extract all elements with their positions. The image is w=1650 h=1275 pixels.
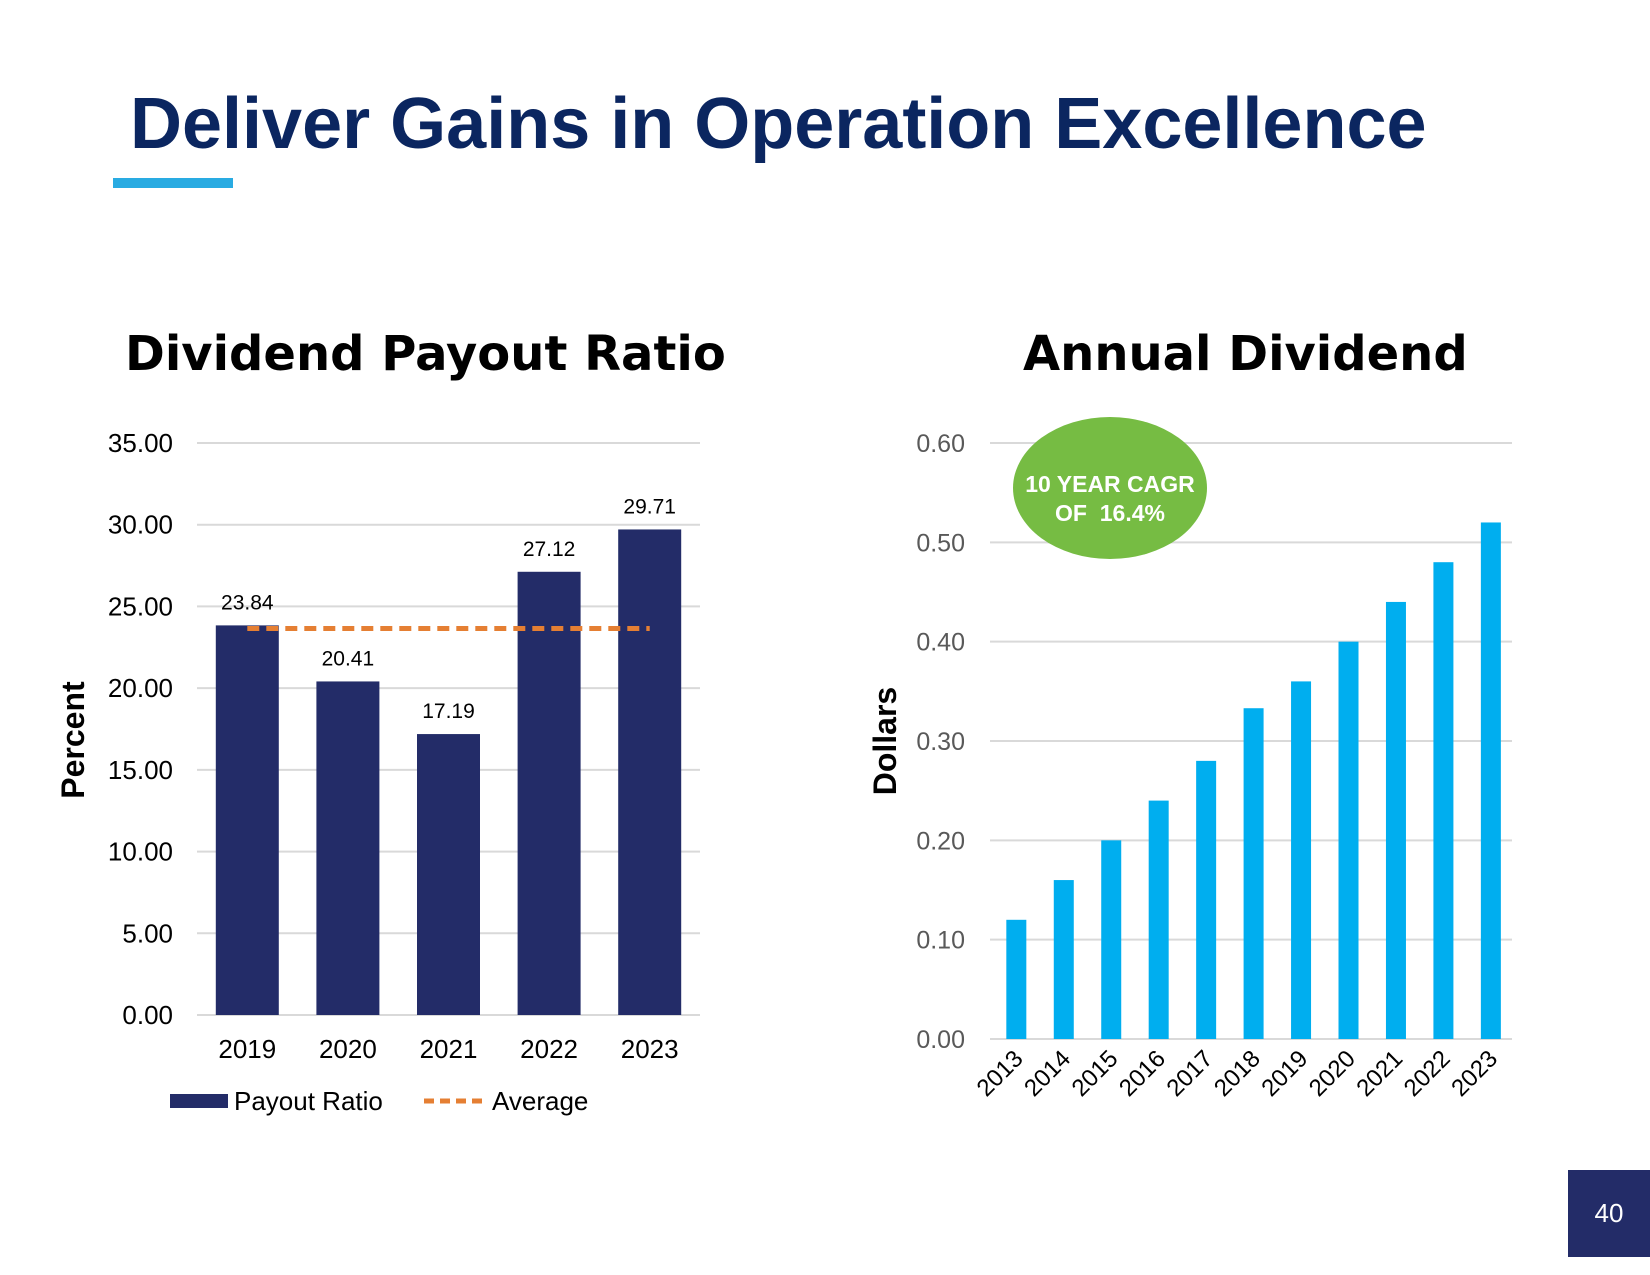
cagr-ellipse: [1013, 417, 1207, 559]
cagr-callout: 10 YEAR CAGR OF 16.4%: [1013, 417, 1207, 559]
dividend-bar: [1338, 641, 1359, 1039]
dividend-x-tick-label: 2020: [1304, 1045, 1361, 1102]
dividend-y-tick-label: 0.60: [916, 430, 965, 458]
payout-data-label: 20.41: [322, 647, 375, 670]
dividend-y-ticks: 0.00 0.10 0.20 0.30 0.40 0.50 0.60: [916, 430, 965, 1054]
payout-y-tick-label: 15.00: [108, 755, 173, 785]
dividend-x-tick-label: 2019: [1256, 1045, 1313, 1102]
payout-bar: [316, 681, 380, 1015]
dividend-y-tick-label: 0.50: [916, 529, 965, 557]
payout-bar: [618, 529, 682, 1015]
payout-data-label: 29.71: [623, 495, 676, 518]
payout-y-axis-label: Percent: [55, 681, 91, 799]
dividend-y-tick-label: 0.20: [916, 827, 965, 855]
dividend-bar: [1101, 840, 1122, 1039]
payout-legend: Payout Ratio Average: [170, 1086, 588, 1116]
payout-bars: [215, 529, 682, 1015]
payout-y-ticks: 0.00 5.00 10.00 15.00 20.00 25.00 30.00 35.00: [108, 428, 173, 1030]
dividend-x-tick-label: 2023: [1446, 1045, 1503, 1102]
dividend-x-tick-label: 2022: [1399, 1045, 1456, 1102]
cagr-line-1: 10 YEAR CAGR: [1025, 471, 1195, 497]
legend-payout-swatch: [170, 1094, 228, 1108]
payout-bar: [417, 734, 480, 1015]
payout-data-labels: 23.84 20.41 17.19 27.12 29.71: [221, 495, 676, 723]
payout-data-label: 23.84: [221, 591, 274, 614]
payout-y-tick-label: 35.00: [108, 428, 173, 458]
payout-bar: [215, 625, 279, 1015]
dividend-x-tick-label: 2021: [1351, 1045, 1408, 1102]
dividend-bar: [1243, 708, 1264, 1039]
legend-average-label: Average: [492, 1086, 588, 1116]
dividend-y-axis-label: Dollars: [867, 687, 903, 795]
dividend-bar: [1053, 880, 1074, 1039]
dividend-x-tick-label: 2013: [972, 1045, 1029, 1102]
slide-title: Deliver Gains in Operation Excellence: [130, 84, 1427, 164]
dividend-bars: [1006, 522, 1501, 1039]
payout-data-label: 17.19: [422, 700, 475, 723]
dividend-x-tick-label: 2014: [1019, 1045, 1076, 1102]
payout-x-tick-label: 2022: [520, 1034, 578, 1064]
dividend-y-tick-label: 0.40: [916, 629, 965, 657]
payout-y-tick-label: 10.00: [108, 837, 173, 867]
dividend-bar: [1385, 601, 1406, 1039]
dividend-bar: [1433, 562, 1454, 1039]
payout-y-tick-label: 25.00: [108, 591, 173, 621]
dividend-bar: [1148, 800, 1169, 1039]
payout-x-tick-label: 2023: [621, 1034, 679, 1064]
dividend-y-tick-label: 0.10: [916, 927, 965, 955]
payout-data-label: 27.12: [523, 538, 576, 561]
dividend-y-tick-label: 0.30: [916, 728, 965, 756]
payout-x-tick-label: 2021: [420, 1034, 478, 1064]
dividend-x-tick-label: 2018: [1209, 1045, 1266, 1102]
dividend-bar: [1196, 760, 1217, 1039]
payout-y-tick-label: 5.00: [122, 918, 173, 948]
dividend-chart-title: Annual Dividend: [1023, 326, 1468, 382]
dividend-y-tick-label: 0.00: [916, 1026, 965, 1054]
dividend-x-tick-label: 2015: [1067, 1045, 1124, 1102]
legend-payout-label: Payout Ratio: [234, 1086, 383, 1116]
payout-x-ticks: 2019 2020 2021 2022 2023: [218, 1034, 678, 1064]
dividend-x-tick-label: 2016: [1114, 1045, 1171, 1102]
payout-chart-title: Dividend Payout Ratio: [125, 326, 726, 382]
cagr-line-2: OF 16.4%: [1055, 500, 1165, 526]
payout-y-tick-label: 20.00: [108, 673, 173, 703]
payout-x-tick-label: 2019: [218, 1034, 276, 1064]
dividend-bar: [1480, 522, 1501, 1039]
payout-y-tick-label: 30.00: [108, 510, 173, 540]
payout-y-tick-label: 0.00: [122, 1000, 173, 1030]
page-number: 40: [1594, 1198, 1624, 1228]
title-underline: [113, 178, 233, 188]
payout-bar: [517, 571, 581, 1015]
dividend-x-ticks: 2013201420152016201720182019202020212022…: [972, 1045, 1503, 1102]
payout-x-tick-label: 2020: [319, 1034, 377, 1064]
page-number-box: 40: [1568, 1170, 1650, 1257]
dividend-x-tick-label: 2017: [1162, 1045, 1219, 1102]
dividend-bar: [1291, 681, 1312, 1039]
dividend-bar: [1006, 919, 1027, 1039]
